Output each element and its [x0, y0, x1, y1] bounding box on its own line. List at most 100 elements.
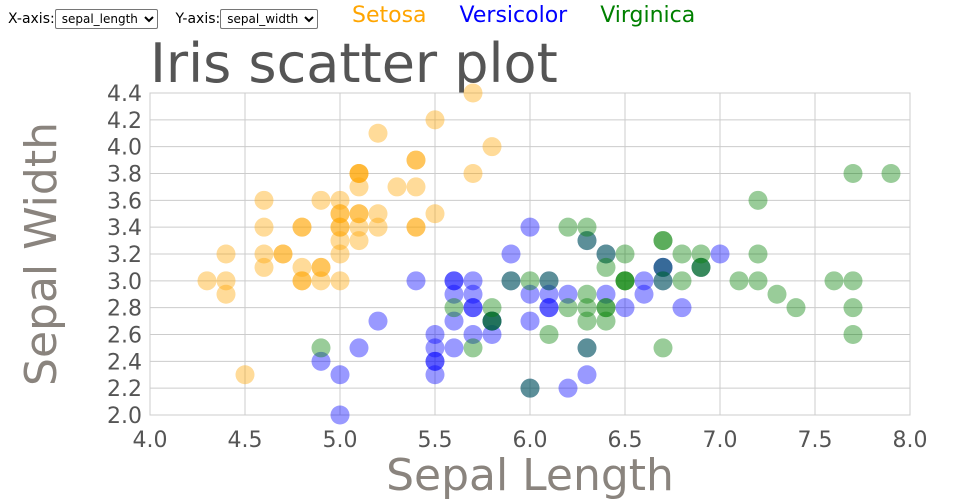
virginica-point	[558, 217, 578, 237]
x-axis-select[interactable]: sepal_length	[54, 9, 158, 29]
setosa-point	[349, 164, 369, 183]
y-axis-select[interactable]: sepal_width	[220, 9, 319, 29]
setosa-point	[254, 190, 274, 210]
x-tick-label: 4.5	[228, 428, 263, 453]
virginica-point	[843, 164, 863, 183]
setosa-point	[292, 271, 312, 291]
axis-ticks: 4.0 4.5 5.0 5.5 6.0 6.5 7.0 7.5 8.0 2.02.22.42.62…	[107, 82, 928, 453]
versicolor-point	[539, 298, 559, 318]
virginica-point	[615, 271, 635, 291]
virginica-point	[596, 298, 616, 318]
versicolor-point	[444, 271, 464, 291]
virginica-point	[843, 298, 863, 318]
versicolor-point	[463, 325, 483, 344]
setosa-point	[349, 164, 369, 183]
setosa-point	[216, 271, 236, 291]
grid	[149, 92, 911, 416]
versicolor-point	[615, 298, 635, 318]
y-tick-label: 2.4	[107, 350, 142, 375]
virginica-point	[482, 298, 502, 318]
versicolor-point	[710, 244, 730, 264]
y-tick-label: 4.0	[107, 136, 142, 161]
versicolor-point	[444, 271, 464, 291]
versicolor-point	[463, 298, 483, 318]
versicolor-point	[425, 351, 445, 371]
setosa-point	[425, 204, 445, 224]
setosa-point	[311, 257, 331, 277]
virginica-point	[748, 190, 768, 210]
y-tick-label: 4.4	[107, 82, 142, 107]
y-axis-title: Sepal Width	[16, 122, 67, 386]
setosa-point	[368, 123, 388, 143]
setosa-point	[387, 177, 407, 197]
versicolor-point	[425, 351, 445, 371]
x-tick-label: 5.5	[418, 428, 453, 453]
y-tick-label: 2.6	[107, 324, 142, 349]
versicolor-point	[577, 365, 597, 385]
setosa-point	[482, 137, 502, 157]
versicolor-point	[634, 271, 654, 291]
virginica-point	[615, 271, 635, 291]
virginica-point	[672, 244, 692, 264]
x-tick-label: 6.0	[513, 428, 548, 453]
x-tick-label: 7.0	[703, 428, 738, 453]
y-tick-label: 4.2	[107, 109, 142, 134]
virginica-point	[767, 284, 787, 304]
versicolor-point	[653, 257, 673, 277]
versicolor-point	[368, 311, 388, 331]
versicolor-point	[520, 217, 540, 237]
virginica-point	[577, 231, 597, 251]
virginica-point	[729, 271, 749, 291]
versicolor-point	[330, 405, 350, 425]
virginica-point	[748, 271, 768, 291]
y-tick-label: 3.2	[107, 243, 142, 268]
virginica-point	[311, 338, 331, 358]
versicolor-point	[520, 311, 540, 331]
setosa-point	[330, 217, 350, 237]
y-tick-label: 3.6	[107, 189, 142, 214]
virginica-point	[444, 298, 464, 318]
virginica-point	[653, 257, 673, 277]
x-axis-label: X-axis:	[8, 11, 55, 27]
virginica-point	[596, 311, 616, 331]
virginica-point	[691, 257, 711, 277]
versicolor-point	[406, 271, 426, 291]
setosa-point	[216, 244, 236, 264]
setosa-point	[330, 244, 350, 264]
setosa-point	[349, 231, 369, 251]
versicolor-point	[577, 231, 597, 251]
versicolor-point	[311, 351, 331, 371]
setosa-point	[273, 244, 293, 264]
setosa-point	[406, 150, 426, 170]
virginica-point	[577, 284, 597, 304]
virginica-point	[672, 271, 692, 291]
versicolor-point	[482, 325, 502, 344]
versicolor-point	[482, 311, 502, 331]
virginica-point	[596, 298, 616, 318]
virginica-point	[501, 271, 521, 291]
setosa-point	[330, 204, 350, 224]
setosa-point	[368, 204, 388, 224]
versicolor-point	[482, 311, 502, 331]
versicolor-point	[558, 284, 578, 304]
x-tick-label: 6.5	[608, 428, 643, 453]
x-tick-label: 4.0	[133, 428, 168, 453]
versicolor-point	[501, 271, 521, 291]
virginica-point	[577, 298, 597, 318]
setosa-point	[368, 217, 388, 237]
virginica-point	[843, 271, 863, 291]
virginica-point	[558, 298, 578, 318]
setosa-point	[273, 244, 293, 264]
versicolor-point	[691, 257, 711, 277]
versicolor-point	[463, 284, 483, 304]
legend-versicolor: Versicolor	[459, 3, 568, 28]
virginica-point	[482, 311, 502, 331]
setosa-point	[216, 284, 236, 304]
y-axis-label: Y-axis:	[175, 11, 221, 27]
virginica-point	[843, 325, 863, 344]
versicolor-point	[444, 284, 464, 304]
setosa-point	[311, 190, 331, 210]
versicolor-point	[653, 271, 673, 291]
setosa-point	[254, 244, 274, 264]
